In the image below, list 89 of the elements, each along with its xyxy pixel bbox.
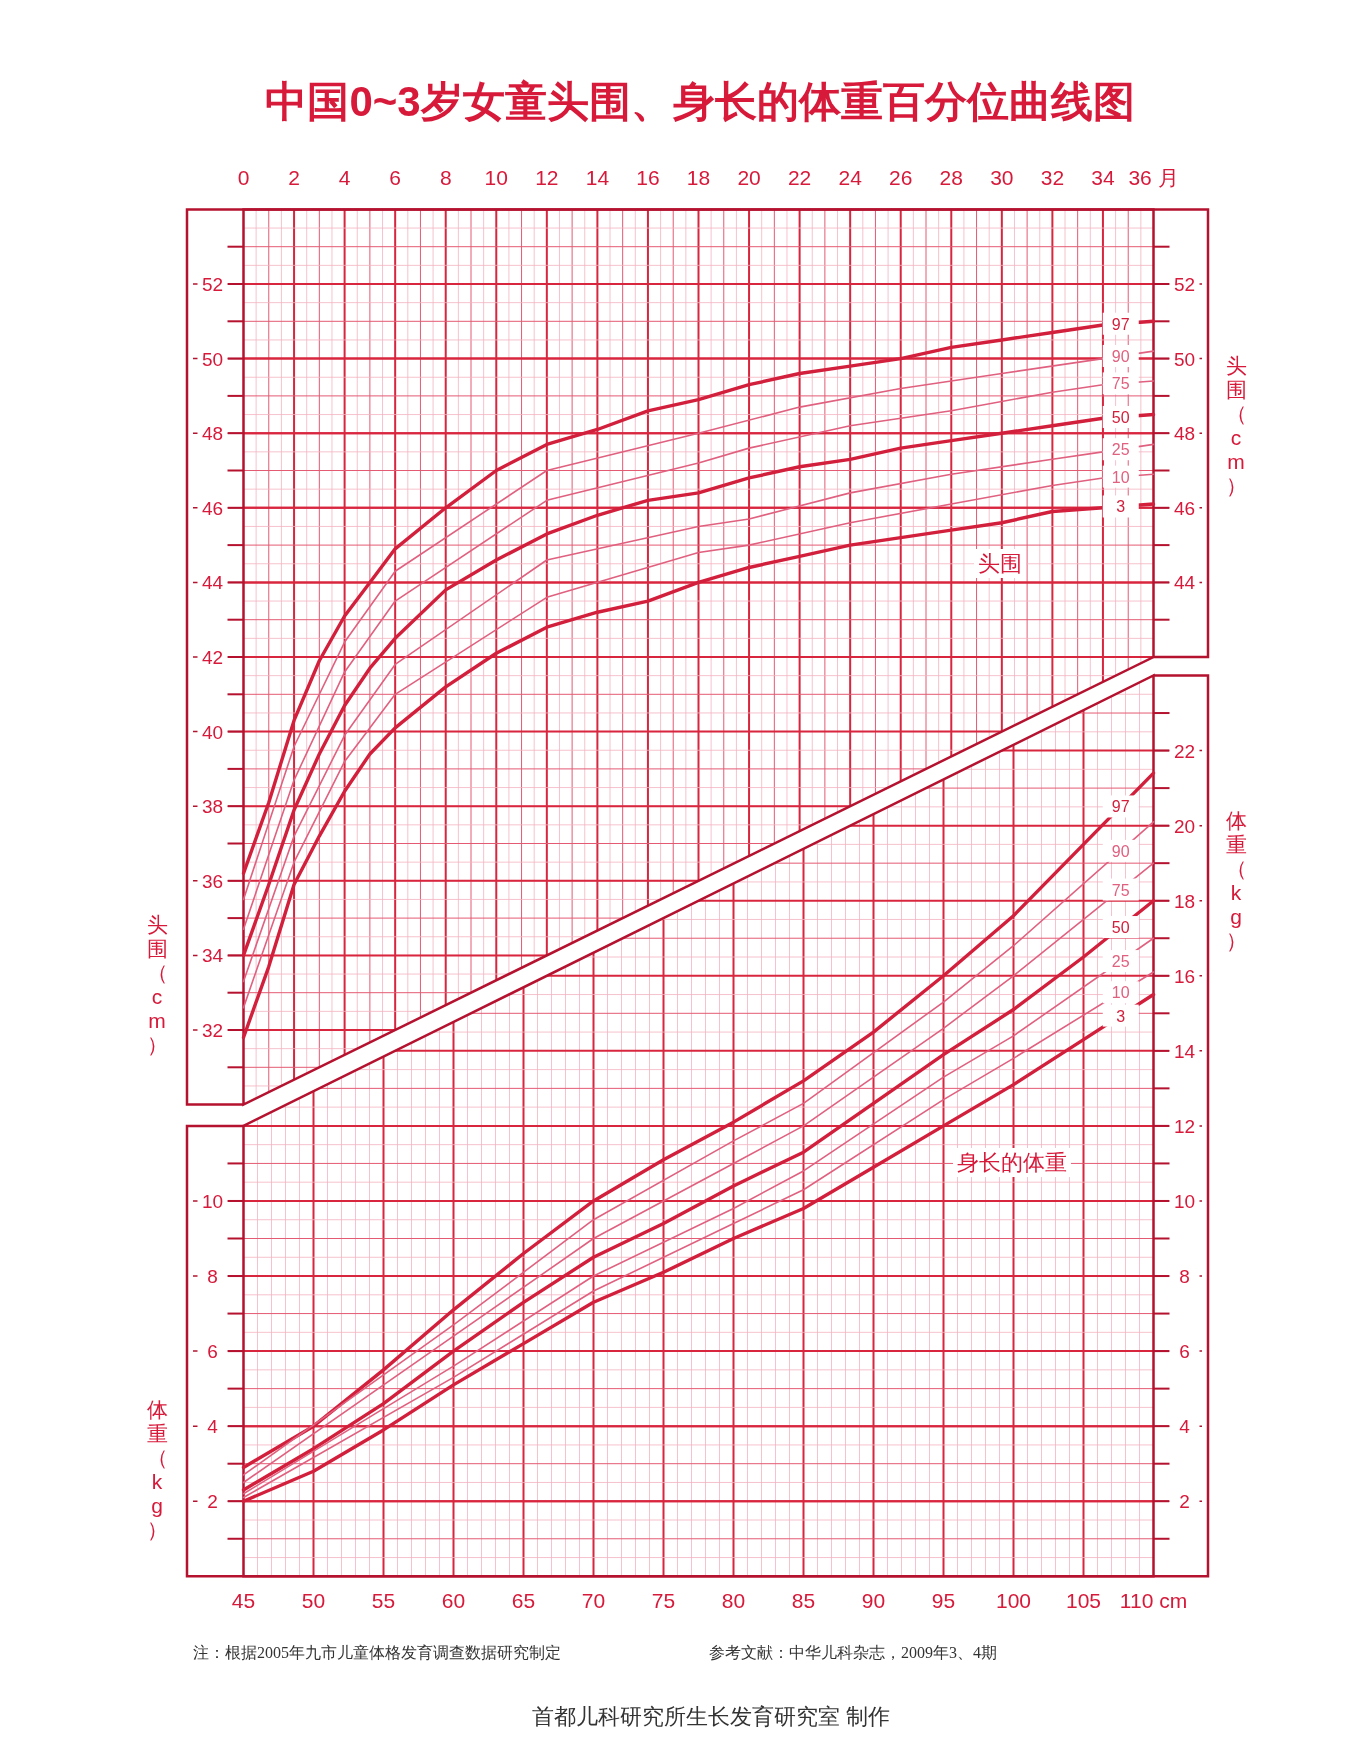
- x-tick-label: 10: [484, 166, 508, 190]
- x-tick-label: 50: [301, 1589, 326, 1613]
- y-tick-label: 12: [1173, 1115, 1196, 1137]
- x-tick-label: 34: [1091, 166, 1115, 190]
- series-label: 3: [1116, 1007, 1126, 1025]
- text: 注：根据2005年九市儿童体格发育调查数据研究制定: [193, 1644, 561, 1661]
- x-tick-label: 8: [439, 166, 452, 190]
- y-tick-label: 18: [1173, 890, 1196, 912]
- y-tick-label: 16: [1173, 965, 1196, 987]
- y2-tick-label: 8: [207, 1266, 218, 1288]
- x-tick-label: 26: [889, 166, 913, 190]
- x-tick-label: 30: [990, 166, 1014, 190]
- series-label: 50: [1111, 408, 1130, 426]
- y2-tick-label: 2: [207, 1491, 218, 1513]
- y2-tick-label: 34: [201, 945, 224, 967]
- series-label: 90: [1111, 347, 1130, 365]
- x-tick-label: 0: [237, 166, 250, 190]
- y2-tick-label: 50: [201, 348, 224, 370]
- y-tick-label: 50: [1173, 348, 1196, 370]
- series-label: 3: [1116, 498, 1126, 516]
- series-label: 97: [1111, 315, 1130, 333]
- y-tick-label: 6: [1179, 1341, 1190, 1363]
- y2-tick-label: 42: [201, 647, 224, 668]
- x-tick-label: 110 cm: [1119, 1589, 1188, 1613]
- y-tick-label: 46: [1173, 497, 1196, 519]
- x-tick-label: 65: [511, 1589, 536, 1613]
- y-tick-label: 8: [1179, 1266, 1190, 1288]
- x-tick-label: 60: [441, 1589, 466, 1613]
- y-tick-label: 52: [1173, 274, 1196, 295]
- y2-tick-label: 46: [201, 497, 224, 519]
- x-tick-label: 2: [288, 166, 300, 190]
- series-label: 10: [1111, 468, 1130, 486]
- x-tick-label: 28: [939, 166, 963, 190]
- title: 中国0~3岁女童头围、身长的体重百分位曲线图: [265, 78, 1135, 125]
- x-tick-label: 18: [686, 166, 711, 190]
- series-label: 90: [1111, 842, 1130, 860]
- y2-tick-label: 38: [201, 796, 224, 818]
- y2-tick-label: 44: [201, 572, 224, 594]
- y-axis-title: 体重（kg）: [1225, 809, 1247, 952]
- y-tick-label: 44: [1173, 572, 1196, 594]
- y2-tick-label: 4: [207, 1416, 219, 1438]
- y2-tick-label: 32: [201, 1020, 224, 1041]
- y-tick-label: 14: [1173, 1040, 1196, 1062]
- x-tick-label: 45: [231, 1589, 256, 1613]
- x-tick-label: 14: [585, 166, 610, 190]
- x-tick-label: 24: [838, 166, 863, 190]
- x-tick-label: 90: [861, 1589, 886, 1613]
- series-label: 75: [1111, 881, 1130, 899]
- x-tick-label: 55: [371, 1589, 396, 1613]
- series-label: 25: [1111, 953, 1130, 971]
- x-tick-label: 100: [995, 1589, 1032, 1613]
- y-axis-title: 头围（cm）: [1225, 354, 1247, 497]
- y-tick-label: 10: [1173, 1190, 1196, 1212]
- y2-tick-label: 36: [201, 870, 224, 892]
- y2-tick-label: 6: [207, 1341, 218, 1363]
- x-tick-label: 70: [581, 1589, 606, 1613]
- x-tick-label: 95: [931, 1589, 956, 1613]
- y-tick-label: 2: [1179, 1491, 1190, 1513]
- x-tick-label: 105: [1065, 1589, 1102, 1613]
- annotation: 身长的体重: [957, 1150, 1067, 1175]
- x-tick-label: 80: [721, 1589, 746, 1613]
- series-label: 10: [1111, 984, 1130, 1002]
- annotation: 头围: [978, 551, 1022, 576]
- x-tick-label: 16: [636, 166, 660, 190]
- y2-axis-title: 头围（cm）: [146, 913, 168, 1056]
- series-label: 75: [1111, 375, 1130, 393]
- x-tick-label: 12: [535, 166, 559, 190]
- x-tick-label: 32: [1040, 166, 1065, 190]
- series-label: 50: [1111, 919, 1130, 937]
- series-label: 25: [1111, 441, 1130, 459]
- x-tick-label: 85: [791, 1589, 816, 1613]
- x-tick-label: 36 月: [1128, 166, 1179, 190]
- y-tick-label: 4: [1179, 1416, 1191, 1438]
- y-tick-label: 22: [1173, 740, 1196, 762]
- y2-tick-label: 10: [201, 1190, 224, 1212]
- text: 参考文献：中华儿科杂志，2009年3、4期: [709, 1644, 997, 1661]
- x-tick-label: 4: [338, 166, 351, 190]
- x-tick-label: 22: [787, 166, 812, 190]
- x-tick-label: 6: [389, 166, 402, 190]
- y2-tick-label: 52: [201, 274, 224, 295]
- y-tick-label: 20: [1173, 815, 1196, 837]
- y2-tick-label: 48: [201, 423, 224, 445]
- x-tick-label: 75: [651, 1589, 676, 1613]
- text: 首都儿科研究所生长发育研究室 制作: [532, 1704, 890, 1729]
- y2-axis-title: 体重（kg）: [146, 1398, 168, 1541]
- y2-tick-label: 40: [201, 721, 224, 743]
- series-label: 97: [1111, 798, 1130, 816]
- x-tick-label: 20: [737, 166, 761, 190]
- y-tick-label: 48: [1173, 423, 1196, 445]
